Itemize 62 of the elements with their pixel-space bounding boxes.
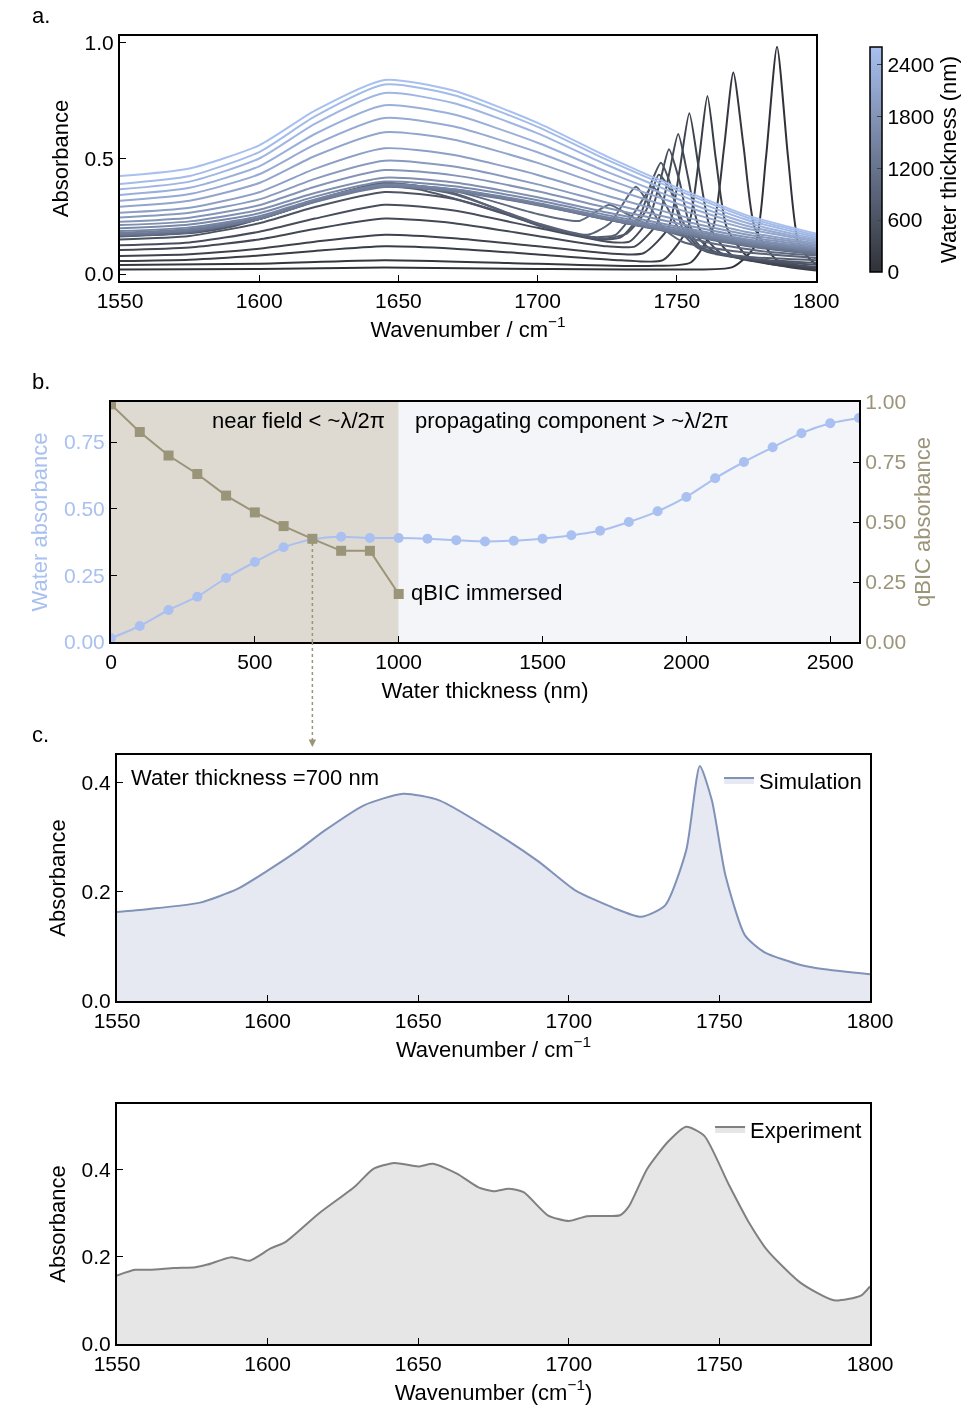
- y-tick-label: 0.4: [81, 1157, 112, 1181]
- x-axis-title: Wavenumber / cm$^{−1}$: [370, 313, 566, 342]
- x-tick-label: 1650: [394, 1009, 442, 1033]
- y2-tick-label: 0.25: [865, 570, 907, 594]
- y-axis-title: Absorbance: [44, 1165, 70, 1283]
- x-tick-label: 1600: [244, 1352, 291, 1376]
- band-label: near field < ~λ/2π: [212, 408, 385, 433]
- legend-label: Experiment: [750, 1117, 862, 1143]
- x-tick-label: 1700: [514, 289, 561, 313]
- color-bar-label: 600: [887, 208, 923, 232]
- x-tick-label: 1700: [545, 1009, 593, 1033]
- x-tick-label: 2500: [806, 650, 854, 674]
- legend-label: Simulation: [759, 768, 862, 794]
- x-axis-title: Water thickness (nm): [381, 677, 589, 703]
- x-tick-label: 1550: [96, 289, 144, 313]
- y2-tick-label: 0.50: [865, 510, 907, 534]
- x-tick-label: 1700: [545, 1352, 593, 1376]
- y-tick-label: 1.0: [84, 31, 114, 55]
- x-tick-label: 0: [105, 650, 117, 674]
- x-tick-label: 1750: [696, 1009, 743, 1033]
- x-tick-label: 1650: [375, 289, 422, 313]
- x-axis-title: Wavenumber / cm$^{−1}$: [395, 1033, 592, 1062]
- y-tick-label: 0.2: [81, 1245, 111, 1269]
- color-bar-label: 1200: [887, 156, 935, 180]
- annotation: qBIC immersed: [398, 579, 563, 605]
- x-tick-label: 1800: [792, 289, 840, 313]
- x-tick-label: 2000: [663, 650, 710, 674]
- x-tick-label: 1750: [696, 1352, 743, 1376]
- y2-axis-title: qBIC absorbance: [910, 437, 936, 607]
- y-tick-label: 0.25: [63, 563, 105, 587]
- y-axis-title: Water absorbance: [27, 432, 53, 612]
- y-tick-label: 0.75: [63, 430, 105, 454]
- y-tick-label: 0.2: [81, 880, 111, 904]
- chart-title: a.: [32, 3, 51, 28]
- y2-tick-label: 1.00: [865, 390, 907, 414]
- x-tick-label: 500: [237, 650, 273, 674]
- color-bar-label: 1800: [887, 104, 935, 128]
- x-tick-label: 1000: [375, 650, 423, 674]
- y-tick-label: 0.5: [84, 146, 114, 170]
- x-tick-label: 1750: [653, 289, 701, 313]
- annotation: Water thickness =700 nm: [131, 765, 380, 790]
- band-label: propagating component > ~λ/2π: [415, 408, 729, 433]
- chart-title: c.: [32, 722, 50, 747]
- y2-tick-label: 0.00: [865, 630, 907, 654]
- y-tick-label: 0.50: [63, 497, 105, 521]
- color-bar-title: Water thickness (nm): [936, 55, 962, 264]
- y-axis-title: Absorbance: [44, 819, 70, 937]
- x-tick-label: 1650: [394, 1352, 442, 1376]
- x-axis-title: Wavenumber (cm$^{−1}$): [394, 1376, 593, 1405]
- y2-tick-label: 0.75: [865, 450, 907, 474]
- x-tick-label: 1500: [519, 650, 566, 674]
- y-tick-label: 0.4: [81, 770, 112, 794]
- y-tick-label: 0.00: [63, 630, 105, 654]
- color-bar-label: 2400: [887, 52, 935, 76]
- x-tick-label: 1600: [244, 1009, 291, 1033]
- x-tick-label: 1800: [846, 1352, 894, 1376]
- x-tick-label: 1600: [235, 289, 283, 313]
- x-tick-label: 1800: [846, 1009, 894, 1033]
- chart-title: b.: [32, 369, 51, 394]
- y-axis-title: Absorbance: [47, 99, 73, 218]
- color-bar-label: 0: [887, 260, 900, 284]
- y-tick-label: 0.0: [84, 262, 114, 286]
